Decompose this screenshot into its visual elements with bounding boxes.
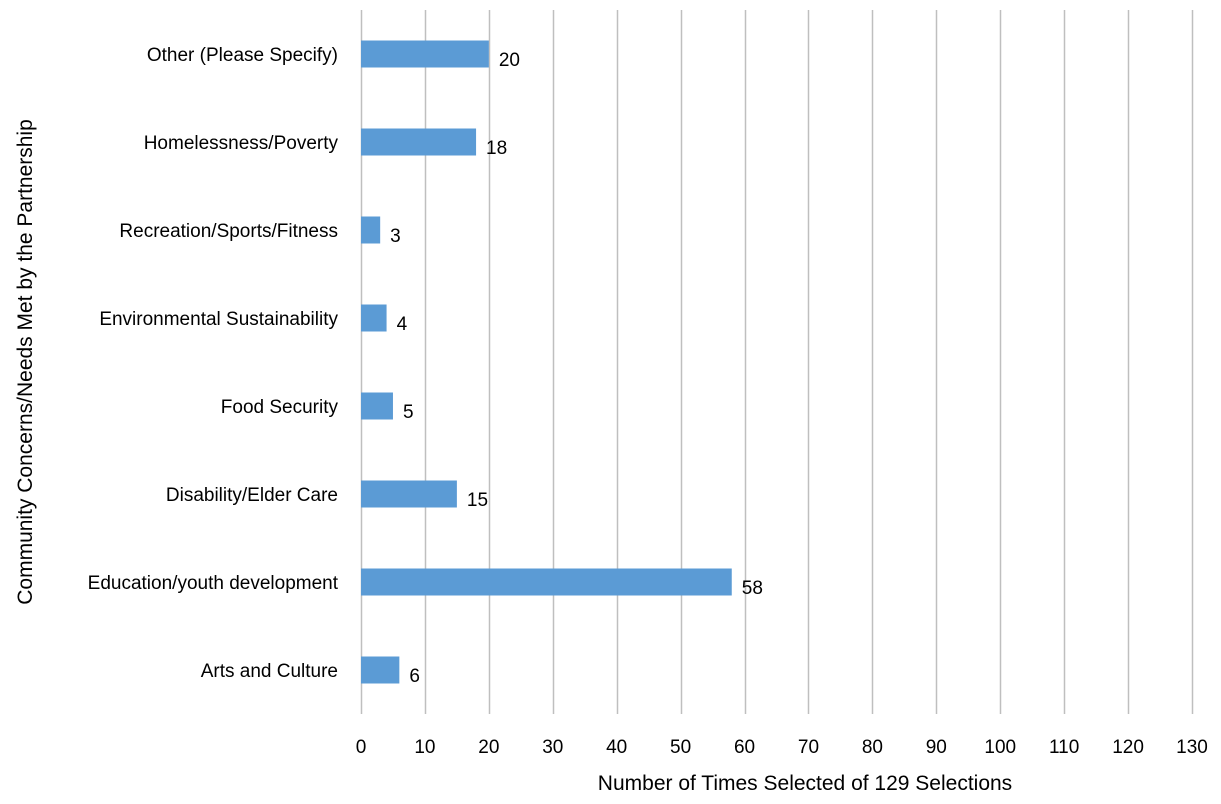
data-label: 15: [467, 490, 488, 511]
bars: [361, 40, 732, 684]
x-axis-title: Number of Times Selected of 129 Selectio…: [598, 772, 1012, 795]
category-label: Recreation/Sports/Fitness: [119, 221, 338, 242]
x-tick-label: 90: [926, 737, 947, 758]
x-tick-label: 100: [984, 737, 1016, 758]
x-tick-label: 20: [478, 737, 499, 758]
x-tick-label: 0: [356, 737, 367, 758]
category-label: Homelessness/Poverty: [144, 133, 339, 154]
data-label: 5: [403, 402, 414, 423]
x-tick-label: 120: [1112, 737, 1144, 758]
x-tick-label: 110: [1049, 737, 1079, 758]
bar: [361, 656, 400, 684]
x-tick-label: 40: [606, 737, 627, 758]
bar: [361, 480, 457, 508]
data-label: 6: [409, 666, 420, 687]
bar: [361, 392, 393, 420]
x-tick-label: 130: [1176, 737, 1208, 758]
x-tick-label: 80: [862, 737, 883, 758]
data-label: 20: [499, 50, 520, 71]
data-label: 4: [397, 314, 408, 335]
data-label: 18: [486, 138, 507, 159]
category-labels: Arts and Culture Education/youth developm…: [88, 45, 339, 682]
category-label: Food Security: [221, 397, 339, 418]
gridlines: [360, 10, 1194, 714]
data-label: 3: [390, 226, 401, 247]
bar: [361, 216, 381, 244]
x-tick-label: 70: [798, 737, 819, 758]
data-label: 58: [742, 578, 763, 599]
category-label: Environmental Sustainability: [99, 309, 338, 330]
x-tick-label: 10: [414, 737, 435, 758]
y-axis-title: Community Concerns/Needs Met by the Part…: [14, 119, 37, 605]
x-tick-labels: 0 10 20 30 40 50 60 70 80 90 100 110 120 130: [356, 737, 1208, 758]
category-label: Disability/Elder Care: [166, 485, 338, 506]
bar: [361, 568, 732, 596]
bar: [361, 40, 489, 68]
category-label: Other (Please Specify): [147, 45, 338, 66]
category-label: Arts and Culture: [201, 661, 338, 682]
bar: [361, 128, 477, 156]
bar: [361, 304, 387, 332]
x-tick-label: 60: [734, 737, 755, 758]
category-label: Education/youth development: [88, 573, 339, 594]
x-tick-label: 50: [670, 737, 691, 758]
x-tick-label: 30: [542, 737, 563, 758]
data-labels: 6 58 15 5 4 3 18 20: [390, 50, 763, 687]
